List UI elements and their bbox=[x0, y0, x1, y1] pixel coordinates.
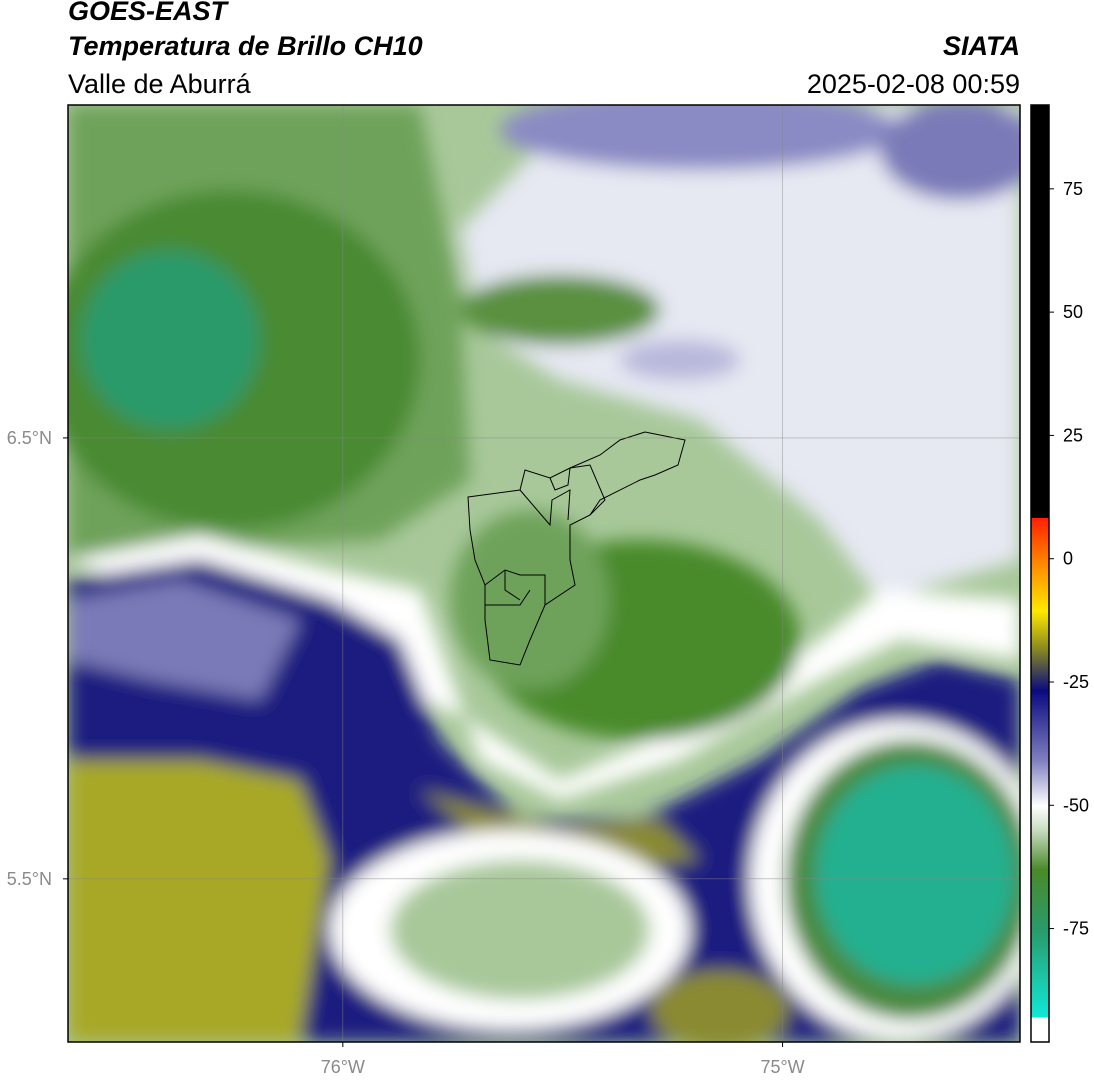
colorbar-tick-label: -25 bbox=[1063, 672, 1089, 692]
y-tick-label: 5.5°N bbox=[7, 869, 52, 889]
colorbar-tick-label: 0 bbox=[1063, 549, 1073, 569]
x-tick-label: 76°W bbox=[321, 1057, 365, 1077]
agency: SIATA bbox=[943, 31, 1020, 61]
labels: 76°W 75°W 5.5°N 6.5°N -75 -50 -25 0 25 50 75 bbox=[7, 179, 1089, 1077]
colorbar-tick-label: -75 bbox=[1063, 919, 1089, 939]
colorbar-tick-label: 75 bbox=[1063, 179, 1083, 199]
grid bbox=[68, 105, 1020, 1042]
header: GOES-EAST Temperatura de Brillo CH10 Val… bbox=[68, 0, 1020, 99]
timestamp: 2025-02-08 00:59 bbox=[807, 69, 1020, 99]
colorbar-tick-label: 50 bbox=[1063, 302, 1083, 322]
municipal-boundaries bbox=[467, 431, 686, 666]
satellite-image bbox=[68, 105, 1020, 1042]
product-title: Temperatura de Brillo CH10 bbox=[68, 31, 423, 61]
x-tick-label: 75°W bbox=[760, 1057, 804, 1077]
colorbar-tick-label: 25 bbox=[1063, 425, 1083, 445]
colorbar-tick-label: -50 bbox=[1063, 795, 1089, 815]
satellite-title: GOES-EAST bbox=[68, 0, 230, 26]
map-frame bbox=[67, 104, 1021, 1043]
colorbar bbox=[1030, 104, 1050, 1043]
region-title: Valle de Aburrá bbox=[68, 69, 252, 99]
y-tick-label: 6.5°N bbox=[7, 428, 52, 448]
